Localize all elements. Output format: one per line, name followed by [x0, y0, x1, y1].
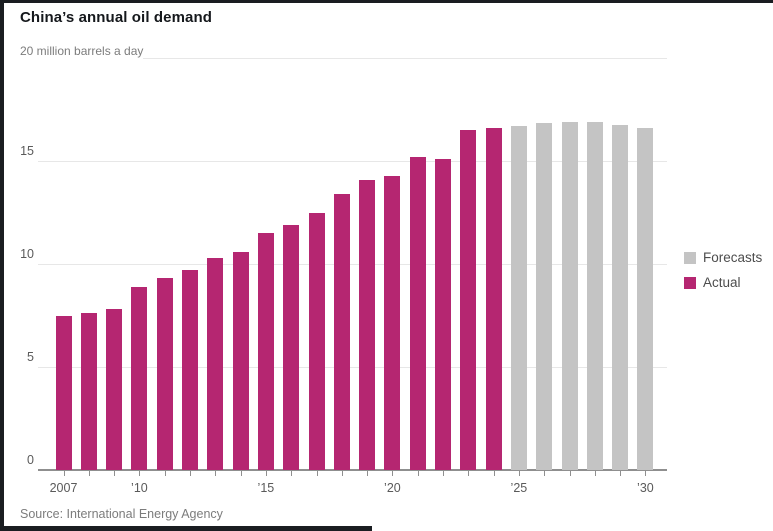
bar-actual-2020: [384, 176, 401, 470]
x-axis-label-2025: ’25: [510, 481, 528, 495]
gridline-10: [38, 264, 667, 265]
bar-forecasts-2025: [510, 125, 527, 470]
forecasts-swatch-icon: [684, 251, 696, 264]
x-axis-label-2020: ’20: [384, 481, 401, 495]
legend-label-forecasts: Forecasts: [703, 250, 763, 265]
x-axis-tick-2029: [620, 470, 622, 476]
bar-actual-2012: [182, 270, 198, 470]
bar-actual-2011: [156, 278, 173, 470]
x-axis-tick-2023: [468, 470, 470, 476]
y-axis-label-15: 15: [20, 144, 34, 158]
x-axis-tick-2009: [114, 470, 116, 476]
bar-actual-2007: [55, 315, 72, 470]
bar-actual-2018: [333, 193, 350, 470]
x-axis-tick-2013: [215, 470, 217, 476]
x-axis-tick-2025: [518, 470, 520, 476]
window-edge-top: [0, 0, 773, 3]
bar-forecasts-2030: [637, 128, 654, 470]
bar-actual-2016: [283, 224, 300, 470]
x-axis-tick-2027: [569, 470, 571, 476]
x-axis-label-2007: 2007: [49, 481, 78, 495]
chart-title: China’s annual oil demand: [20, 9, 212, 26]
bar-actual-2022: [435, 158, 451, 470]
bar-forecasts-2029: [612, 124, 629, 470]
bar-actual-2008: [80, 313, 97, 470]
gridline-15: [38, 161, 667, 162]
y-axis-label-10: 10: [20, 247, 34, 261]
bar-forecasts-2027: [561, 121, 578, 470]
bar-actual-2014: [232, 251, 249, 470]
x-axis-label-2015: ’15: [257, 481, 275, 495]
x-axis-tick-2014: [240, 470, 242, 476]
x-axis-tick-2018: [341, 470, 343, 476]
bar-forecasts-2028: [586, 121, 603, 470]
x-axis-tick-2015: [265, 470, 267, 476]
bar-actual-2013: [207, 257, 224, 470]
x-axis-tick-2024: [493, 470, 495, 476]
x-axis-tick-2016: [291, 470, 293, 476]
bar-actual-2017: [308, 212, 325, 470]
window-edge-left: [0, 0, 4, 531]
bar-forecasts-2026: [536, 122, 553, 470]
actual-swatch-icon: [684, 276, 696, 289]
legend-label-actual: Actual: [703, 275, 741, 290]
x-axis-tick-2021: [417, 470, 419, 476]
bar-actual-2009: [106, 309, 123, 470]
x-axis-tick-2007: [63, 470, 65, 476]
y-axis-label-0: 0: [27, 453, 34, 467]
bar-actual-2015: [257, 233, 274, 470]
gridline-20: [143, 58, 667, 59]
x-axis-tick-2017: [316, 470, 318, 476]
x-axis-tick-2010: [139, 470, 141, 476]
bar-actual-2019: [359, 179, 376, 470]
x-axis-line: [38, 469, 667, 471]
x-axis-tick-2028: [594, 470, 596, 476]
bar-actual-2024: [485, 128, 502, 470]
source-note: Source: International Energy Agency: [20, 507, 223, 521]
legend-item-forecasts: Forecasts: [684, 250, 762, 265]
legend: Forecasts Actual: [684, 250, 762, 300]
x-axis-tick-2008: [88, 470, 90, 476]
x-axis-tick-2011: [164, 470, 166, 476]
legend-item-actual: Actual: [684, 275, 762, 290]
x-axis-label-2030: ’30: [637, 481, 654, 495]
window-edge-bottom: [0, 526, 372, 531]
x-axis-tick-2030: [645, 470, 647, 476]
x-axis-label-2010: ’10: [131, 481, 148, 495]
x-axis-tick-2026: [544, 470, 546, 476]
y-axis-unit-label: 20 million barrels a day: [20, 44, 144, 58]
gridline-5: [38, 367, 667, 368]
bar-actual-2023: [460, 130, 477, 470]
x-axis-tick-2020: [392, 470, 394, 476]
y-axis-label-5: 5: [27, 350, 34, 364]
x-axis-tick-2012: [190, 470, 191, 476]
bar-actual-2021: [409, 156, 426, 470]
bar-actual-2010: [131, 286, 148, 470]
x-axis-tick-2022: [443, 470, 444, 476]
x-axis-tick-2019: [367, 470, 369, 476]
